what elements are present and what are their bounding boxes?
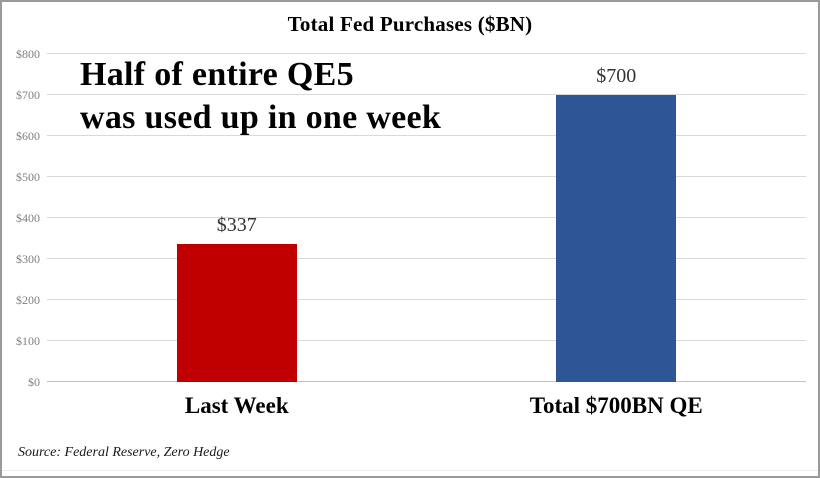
bar-slot: $700 Total $700BN QE	[530, 54, 703, 418]
y-tick-label: $500	[16, 170, 40, 184]
y-axis: $0 $100 $200 $300 $400 $500 $600 $700 $800	[2, 47, 42, 389]
gridline	[47, 94, 806, 95]
plot-area: $337 Last Week $700 Total $700BN QE	[47, 53, 806, 418]
annotation-line-1: Half of entire QE5	[80, 56, 354, 93]
gridline	[47, 176, 806, 177]
gridline	[47, 53, 806, 54]
gridline	[47, 258, 806, 259]
gridline	[47, 340, 806, 341]
bar-last-week	[176, 243, 297, 382]
gridline	[47, 381, 806, 382]
y-tick-label: $800	[16, 47, 40, 61]
annotation-line-2: was used up in one week	[80, 98, 442, 136]
y-tick-label: $300	[16, 252, 40, 266]
y-tick-label: $400	[16, 211, 40, 225]
y-tick-label: $100	[16, 334, 40, 348]
source-note: Source: Federal Reserve, Zero Hedge	[18, 445, 230, 460]
y-tick-label: $200	[16, 293, 40, 307]
x-axis-label: Last Week	[184, 393, 289, 418]
y-tick-label: $0	[28, 375, 40, 389]
gridline	[47, 135, 806, 136]
bar-slot: $337 Last Week	[176, 54, 297, 418]
bar-value-label: $700	[596, 65, 637, 87]
gridline	[47, 217, 806, 218]
bar-value-label: $337	[216, 213, 257, 236]
gridline	[47, 299, 806, 300]
bar-total-700bn-qe	[556, 95, 677, 382]
x-axis-label: Total $700BN QE	[529, 393, 703, 418]
chart-annotation: Half of entire QE5 was used up in one we…	[80, 54, 441, 140]
y-tick-label: $600	[16, 129, 40, 143]
bottom-rule	[2, 470, 818, 471]
chart-title: Total Fed Purchases ($BN)	[287, 12, 533, 36]
y-tick-label: $700	[16, 88, 40, 102]
